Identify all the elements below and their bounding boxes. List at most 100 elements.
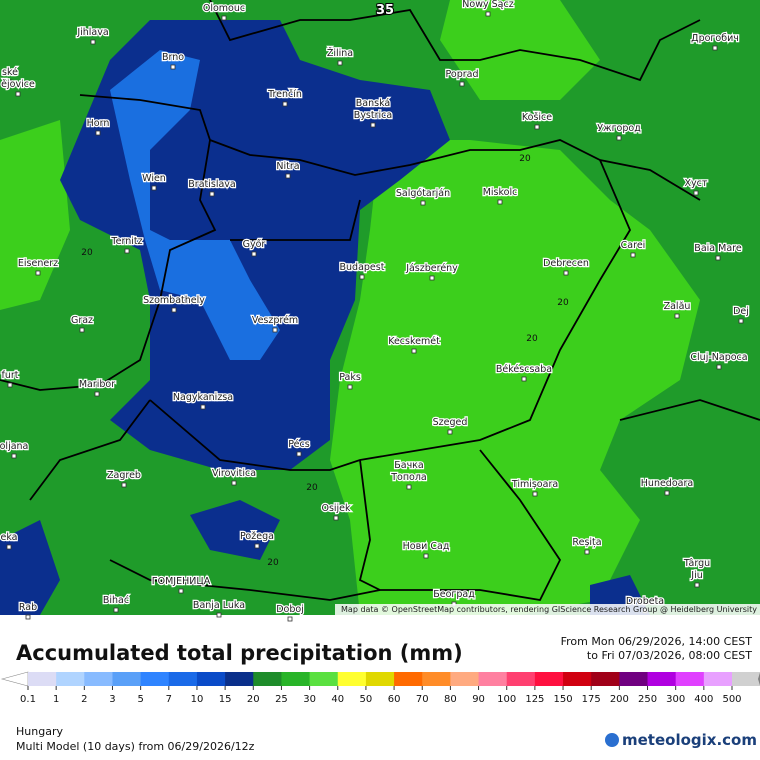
place-dot: [532, 491, 538, 497]
place-dot: [121, 482, 127, 488]
legend-swatch: [478, 672, 508, 686]
legend-tick-label: 70: [416, 694, 429, 705]
light-green-area: [0, 120, 70, 310]
legend-tick-label: 125: [525, 694, 544, 705]
place-dot: [447, 429, 453, 435]
legend-tick-label: 3: [109, 694, 115, 705]
place-dot: [151, 185, 157, 191]
place-dot: [231, 480, 237, 486]
place-label: Poprad: [446, 69, 479, 80]
place-dot: [584, 549, 590, 555]
place-dot: [35, 270, 41, 276]
place-label: Veszprém: [252, 315, 298, 326]
contour-label: 35: [376, 3, 394, 18]
legend-swatch: [56, 672, 85, 686]
place-dot: [124, 248, 130, 254]
place-label: Bihać: [103, 595, 129, 606]
legend-swatch: [450, 672, 480, 686]
contour-label: 20: [519, 154, 531, 164]
legend-tick-label: 400: [694, 694, 713, 705]
legend-swatch: [309, 672, 339, 686]
place-label: Doboj: [276, 604, 304, 615]
place-dot: [716, 364, 722, 370]
place-dot: [370, 122, 376, 128]
place-dot: [521, 376, 527, 382]
place-label: Београд: [433, 589, 475, 600]
place-label: Banja Luka: [193, 600, 245, 611]
place-label: oljana: [0, 441, 28, 452]
place-dot: [216, 612, 222, 618]
place-label: ějovice: [1, 79, 35, 90]
place-dot: [287, 616, 293, 622]
place-dot: [7, 79, 13, 85]
place-label: eka: [0, 532, 17, 543]
region: Hungary: [16, 725, 63, 738]
place-label: Salgótarján: [396, 188, 450, 199]
contour-label: 20: [81, 248, 93, 258]
place-label: Нови Сад: [403, 541, 450, 552]
place-label: Brno: [162, 52, 184, 63]
legend-swatch: [394, 672, 423, 686]
legend-tick-label: 40: [331, 694, 344, 705]
place-label: Zagreb: [107, 470, 141, 481]
legend-swatch: [506, 672, 536, 686]
place-label: Ternitz: [110, 236, 142, 247]
border: [619, 399, 760, 421]
borders: [0, 0, 760, 601]
contour-label: 20: [306, 483, 318, 493]
place-dot: [113, 607, 119, 613]
place-label: Дрогобич: [691, 33, 739, 44]
legend-swatch: [534, 672, 564, 686]
place-dot: [459, 81, 465, 87]
place-label: ské: [2, 67, 18, 78]
legend-tick-label: 50: [360, 694, 373, 705]
legend-swatch: [281, 672, 311, 686]
place-label: Jászberény: [405, 263, 458, 274]
model-info: Multi Model (10 days) from 06/29/2026/12…: [16, 740, 255, 753]
place-dot: [411, 348, 417, 354]
contour-label: 20: [526, 334, 538, 344]
legend-swatch: [732, 672, 760, 686]
place-dot: [664, 490, 670, 496]
legend-swatch: [647, 672, 677, 686]
place-dot: [25, 614, 31, 620]
place-dot: [6, 544, 12, 550]
legend-tick-label: 30: [303, 694, 316, 705]
place-dot: [616, 135, 622, 141]
legend-swatch: [253, 672, 282, 686]
legend-tick-label: 250: [638, 694, 657, 705]
place-dot: [674, 313, 680, 319]
legend-tick-label: 100: [497, 694, 516, 705]
place-dot: [221, 15, 227, 21]
place-dot: [296, 451, 302, 457]
place-dot: [178, 588, 184, 594]
attribution-bg: [335, 604, 760, 615]
place-dot: [251, 251, 257, 257]
legend-swatch: [563, 672, 592, 686]
legend-tick-label: 200: [610, 694, 629, 705]
place-dot: [337, 60, 343, 66]
place-label: Топола: [390, 472, 427, 483]
place-dot: [712, 45, 718, 51]
place-label: Хуст: [685, 178, 708, 189]
place-label: Zalău: [664, 301, 691, 312]
legend-swatch: [337, 672, 367, 686]
place-label: furt: [2, 370, 19, 381]
legend-swatch: [168, 672, 198, 686]
place-dot: [170, 64, 176, 70]
border: [209, 0, 701, 82]
legend-swatch: [28, 672, 57, 686]
brand: meteologix.com: [622, 731, 757, 749]
border: [230, 199, 361, 241]
legend-tick-label: 150: [553, 694, 572, 705]
legend-swatch: [84, 672, 113, 686]
place-dot: [693, 190, 699, 196]
place-dot: [359, 274, 365, 280]
place-dot: [497, 199, 503, 205]
place-dot: [429, 275, 435, 281]
legend-tick-label: 15: [219, 694, 232, 705]
place-dot: [423, 553, 429, 559]
place-label: Békéscsaba: [496, 364, 552, 375]
place-label: Požega: [240, 531, 274, 542]
time-from: From Mon 06/29/2026, 14:00 CEST: [561, 635, 753, 648]
